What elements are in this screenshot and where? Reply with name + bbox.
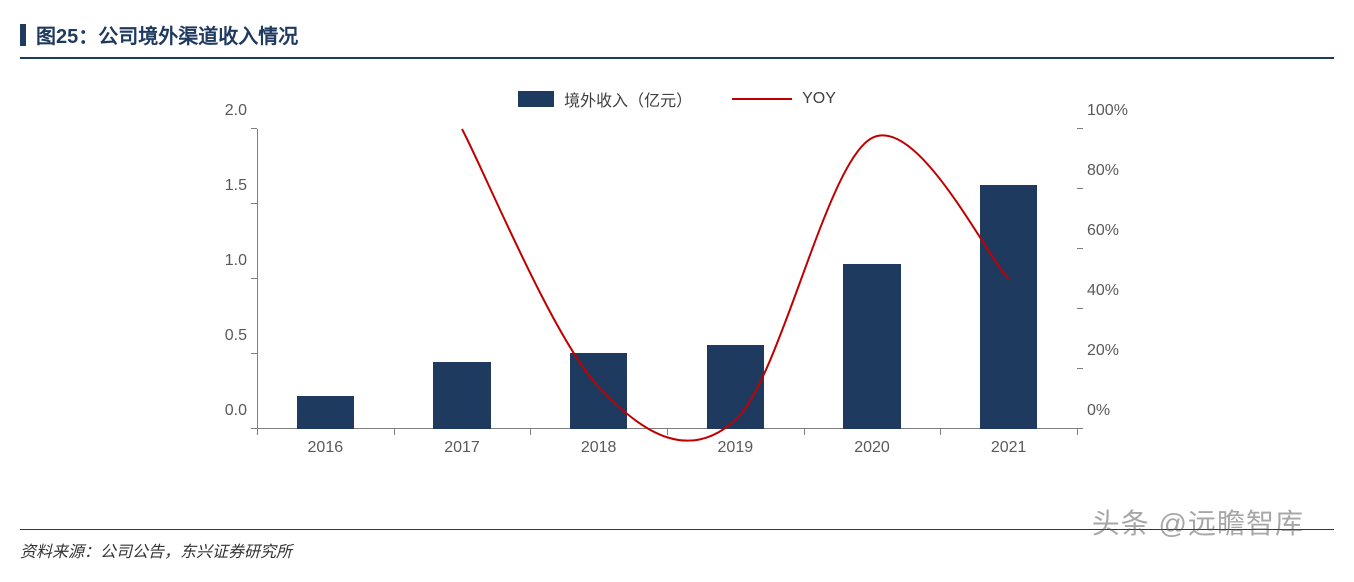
y-left-tick-label: 0.5 [225, 327, 247, 345]
legend-line-label: YOY [802, 90, 836, 108]
line-svg [257, 129, 1077, 429]
y-right-tick-label: 60% [1087, 222, 1119, 240]
y-right-tick-label: 40% [1087, 282, 1119, 300]
x-tick-mark [1077, 429, 1078, 435]
x-axis-labels: 2016 2017 2018 2019 2020 2021 [257, 435, 1077, 459]
y-left-tick-label: 1.0 [225, 252, 247, 270]
x-tick-label: 2017 [444, 439, 480, 457]
plot-area: 0.00.51.01.52.0 0%20%40%60%80%100% 20162… [257, 129, 1077, 459]
x-tick-mark [394, 429, 395, 435]
chart-header: 图25：公司境外渠道收入情况 [20, 20, 1334, 59]
x-tick-mark [940, 429, 941, 435]
legend-item-bar: 境外收入（亿元） [518, 87, 692, 111]
x-tick-mark [257, 429, 258, 435]
y-right-tick-label: 20% [1087, 342, 1119, 360]
y-right-tick-mark [1077, 248, 1083, 249]
chart-title: 图25：公司境外渠道收入情况 [36, 20, 298, 49]
source-text: 资料来源：公司公告，东兴证券研究所 [20, 538, 1334, 562]
chart-container: 境外收入（亿元） YOY 0.00.51.01.52.0 0%20%40%60%… [177, 79, 1177, 499]
y-left-tick-mark [251, 278, 257, 279]
yoy-line [462, 129, 1009, 441]
legend-bar-label: 境外收入（亿元） [564, 87, 692, 111]
y-axis-right: 0%20%40%60%80%100% [1087, 129, 1147, 429]
y-left-tick-mark [251, 128, 257, 129]
y-right-tick-label: 0% [1087, 402, 1110, 420]
legend-line-swatch [732, 98, 792, 100]
chart-legend: 境外收入（亿元） YOY [177, 79, 1177, 119]
x-tick-label: 2016 [308, 439, 344, 457]
y-right-tick-mark [1077, 368, 1083, 369]
footer-divider: 资料来源：公司公告，东兴证券研究所 [20, 529, 1334, 562]
y-left-tick-label: 2.0 [225, 102, 247, 120]
x-tick-mark [667, 429, 668, 435]
header-accent-bar [20, 24, 26, 46]
y-left-tick-label: 0.0 [225, 402, 247, 420]
y-right-tick-mark [1077, 128, 1083, 129]
x-tick-label: 2020 [854, 439, 890, 457]
y-right-tick-mark [1077, 188, 1083, 189]
x-tick-mark [804, 429, 805, 435]
x-tick-label: 2019 [718, 439, 754, 457]
y-left-tick-mark [251, 203, 257, 204]
y-left-tick-mark [251, 353, 257, 354]
y-right-tick-label: 80% [1087, 162, 1119, 180]
y-right-tick-label: 100% [1087, 102, 1128, 120]
x-tick-label: 2021 [991, 439, 1027, 457]
y-axis-left: 0.00.51.01.52.0 [207, 129, 247, 429]
legend-item-line: YOY [732, 90, 836, 108]
x-tick-mark [530, 429, 531, 435]
legend-bar-swatch [518, 91, 554, 107]
line-layer [257, 129, 1077, 429]
y-left-tick-label: 1.5 [225, 177, 247, 195]
y-right-tick-mark [1077, 308, 1083, 309]
x-tick-label: 2018 [581, 439, 617, 457]
